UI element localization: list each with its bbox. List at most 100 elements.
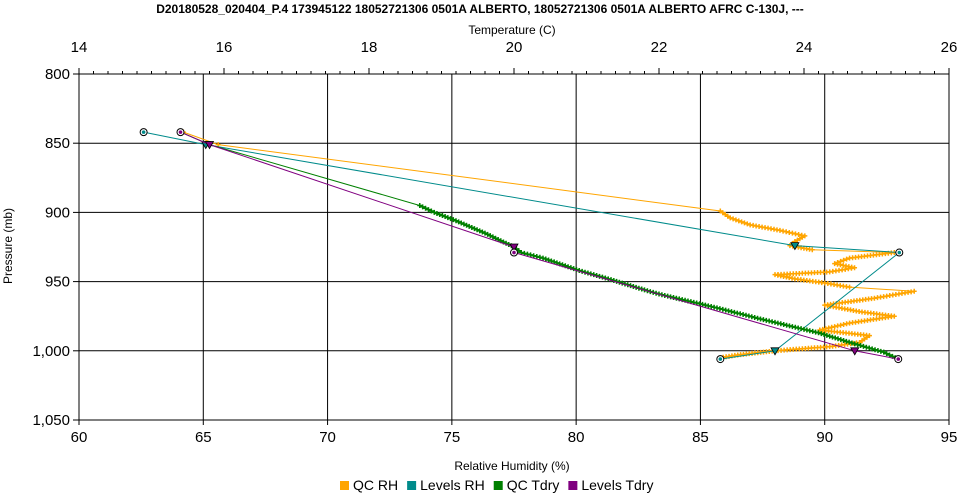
- data-point-marker: [824, 332, 830, 338]
- data-point-marker: [445, 215, 451, 221]
- series-line: [143, 131, 901, 360]
- data-point-marker: [485, 231, 491, 237]
- data-point-marker: [546, 257, 552, 263]
- data-point-marker: [860, 343, 866, 349]
- data-point-marker: [437, 211, 443, 217]
- top-axis-tick-label: 20: [506, 39, 523, 56]
- series-qc-rh: [180, 129, 917, 361]
- top-axis-tick-label: 22: [651, 39, 668, 56]
- data-point-marker: [847, 255, 853, 261]
- data-point-marker: [884, 351, 890, 357]
- data-point-marker: [847, 284, 853, 290]
- data-point-marker: [741, 220, 747, 226]
- y-axis-tick-label: 900: [45, 204, 70, 221]
- top-axis-title: Temperature (C): [468, 23, 555, 37]
- level-point-dot: [897, 250, 902, 255]
- data-point-marker: [482, 230, 488, 236]
- data-point-marker: [487, 233, 493, 239]
- data-point-marker: [524, 251, 530, 257]
- legend-item-levels-tdry[interactable]: Levels Tdry: [568, 477, 653, 493]
- data-point-marker: [733, 217, 739, 223]
- data-point-marker: [466, 223, 472, 229]
- data-point-marker: [838, 337, 844, 343]
- series-levels-tdry: [176, 128, 903, 364]
- data-point-marker: [809, 247, 815, 253]
- axis-ticks: 60 65 70 75 80 85 90 95 14 16 18 20 22 24 26 800 850 900 9…: [32, 39, 957, 446]
- level-point-triangle: [509, 243, 519, 252]
- bottom-axis-title: Relative Humidity (%): [454, 459, 569, 473]
- data-point-marker: [571, 266, 577, 272]
- data-point-marker: [543, 256, 549, 262]
- data-point-marker: [503, 240, 509, 246]
- bottom-axis-tick-label: 65: [195, 429, 212, 446]
- data-point-marker: [863, 344, 869, 350]
- data-point-marker: [846, 339, 852, 345]
- legend[interactable]: QC RH Levels RH QC Tdry Levels Tdry: [340, 477, 653, 493]
- data-point-marker: [858, 343, 864, 349]
- data-point-marker: [431, 209, 437, 215]
- top-axis-tick-label: 14: [71, 39, 88, 56]
- data-point-marker: [832, 335, 838, 341]
- data-point-marker: [493, 235, 499, 241]
- data-point-marker: [456, 219, 462, 225]
- data-point-marker: [841, 337, 847, 343]
- data-point-marker: [448, 216, 454, 222]
- level-point-dot: [178, 130, 183, 134]
- data-point-marker: [829, 334, 835, 340]
- level-point-dot: [896, 357, 901, 361]
- data-point-marker: [827, 333, 833, 339]
- data-point-marker: [528, 252, 534, 258]
- top-axis-tick-label: 24: [796, 39, 813, 56]
- top-axis-tick-label: 26: [941, 39, 958, 56]
- data-point-marker: [425, 207, 431, 213]
- legend-item-qc-rh[interactable]: QC RH: [340, 477, 398, 493]
- legend-item-qc-tdry[interactable]: QC Tdry: [493, 477, 560, 493]
- top-axis-tick-label: 18: [361, 39, 378, 56]
- data-point-marker: [872, 347, 878, 353]
- data-point-marker: [464, 222, 470, 228]
- chart-title: D20180528_020404_P.4 173945122 180527213…: [156, 2, 804, 16]
- data-point-marker: [818, 331, 824, 337]
- data-point-marker: [534, 253, 540, 259]
- data-point-marker: [844, 256, 850, 262]
- data-point-marker: [816, 330, 821, 336]
- bottom-axis-tick-label: 90: [816, 429, 833, 446]
- data-point-marker: [469, 224, 475, 230]
- data-point-marker: [474, 227, 480, 233]
- data-point-marker: [548, 258, 554, 264]
- data-point-marker: [453, 218, 459, 224]
- bottom-axis-tick-label: 70: [319, 429, 336, 446]
- data-point-marker: [490, 234, 496, 240]
- data-point-marker: [736, 218, 742, 224]
- series-layer: [139, 128, 917, 364]
- data-point-marker: [869, 346, 875, 352]
- y-axis-tick-label: 950: [45, 274, 70, 291]
- data-point-marker: [458, 220, 464, 226]
- data-point-marker: [531, 253, 537, 259]
- y-axis-tick-label: 850: [45, 135, 70, 152]
- legend-label: QC RH: [353, 477, 398, 493]
- legend-label: QC Tdry: [507, 477, 560, 493]
- y-axis-tick-label: 1,050: [32, 412, 70, 429]
- data-point-marker: [495, 236, 501, 242]
- data-point-marker: [423, 205, 429, 211]
- data-point-marker: [537, 254, 543, 260]
- legend-item-levels-rh[interactable]: Levels RH: [407, 477, 485, 493]
- data-point-marker: [878, 348, 884, 354]
- data-point-marker: [442, 214, 448, 220]
- data-point-marker: [843, 338, 849, 344]
- bottom-axis-tick-label: 95: [941, 429, 958, 446]
- bottom-axis-tick-label: 75: [444, 429, 461, 446]
- bottom-axis-tick-label: 80: [568, 429, 585, 446]
- level-point-dot: [141, 130, 146, 134]
- data-point-marker: [540, 255, 546, 261]
- y-axis-tick-label: 800: [45, 66, 70, 83]
- data-point-marker: [821, 332, 827, 338]
- data-point-marker: [479, 229, 485, 235]
- data-point-marker: [439, 213, 445, 219]
- data-point-marker: [744, 221, 750, 227]
- legend-swatch: [340, 481, 349, 490]
- y-axis-tick-label: 1,000: [32, 343, 70, 360]
